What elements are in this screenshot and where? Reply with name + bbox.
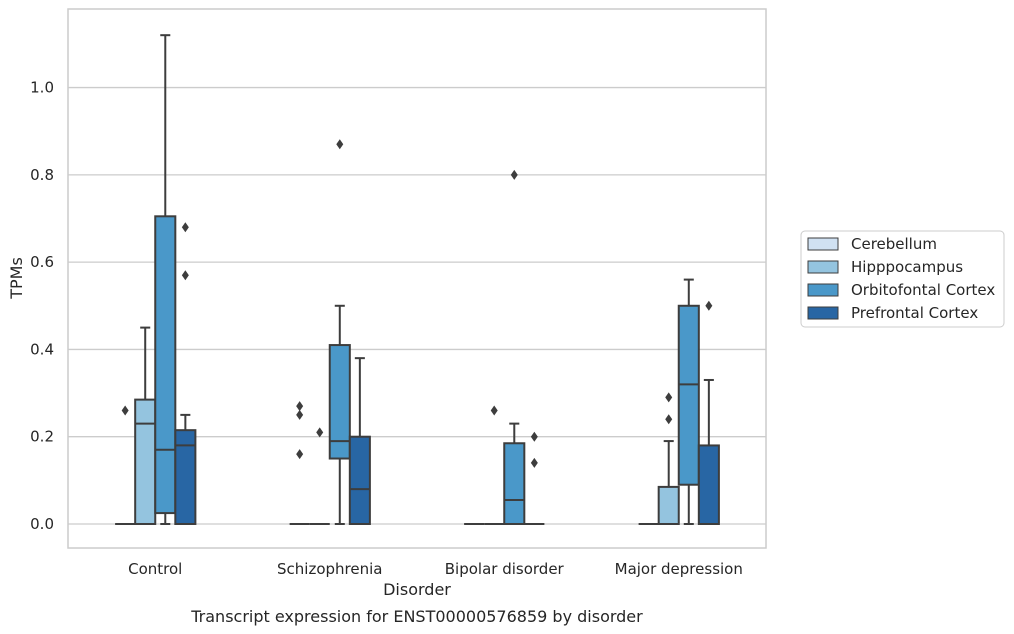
box-hipppocampus-3 — [657, 392, 680, 525]
x-tick-label: Bipolar disorder — [445, 560, 565, 578]
outlier-point — [296, 401, 304, 412]
y-tick-label: 0.4 — [30, 340, 54, 358]
outlier-point — [665, 414, 673, 425]
box-body — [134, 398, 157, 525]
box-hipppocampus-0 — [134, 326, 157, 525]
box-body — [348, 435, 371, 525]
box-orbitofontal-cortex-3 — [677, 278, 700, 525]
outlier-point — [296, 409, 304, 420]
x-tick-label: Schizophrenia — [277, 560, 382, 578]
box-orbitofontal-cortex-0 — [154, 34, 177, 525]
x-axis-ticks: Control Schizophrenia Bipolar disorder Majo… — [128, 560, 743, 578]
box-prefrontal-cortex-0 — [174, 222, 197, 525]
figure-caption: Transcript expression for ENST0000057685… — [190, 607, 643, 626]
box-orbitofontal-cortex-2 — [503, 169, 526, 525]
box-cerebellum-0 — [115, 405, 136, 525]
box-prefrontal-cortex-3 — [697, 300, 720, 525]
legend-swatch — [807, 306, 839, 320]
outlier-point — [665, 392, 673, 403]
outlier-point — [705, 300, 713, 311]
legend-label: Orbitofontal Cortex — [851, 281, 995, 299]
box-body — [697, 444, 720, 525]
outlier-point — [510, 169, 518, 180]
outlier-point — [296, 449, 304, 460]
box-cerebellum-1 — [289, 401, 310, 525]
y-tick-label: 0.8 — [30, 166, 54, 184]
box-body — [657, 485, 680, 525]
legend: Cerebellum Hipppocampus Orbitofontal Corte… — [800, 230, 1005, 328]
outlier-point — [530, 431, 538, 442]
outlier-point — [121, 405, 129, 416]
box-body — [677, 304, 700, 486]
box-body — [328, 344, 351, 460]
y-tick-label: 0.2 — [30, 428, 54, 446]
legend-swatch — [807, 260, 839, 274]
box-hipppocampus-1 — [309, 427, 330, 525]
outlier-point — [316, 427, 324, 438]
legend-swatch — [807, 283, 839, 297]
box-body — [154, 215, 177, 515]
y-axis-label: TPMs — [7, 257, 26, 300]
legend-label: Hipppocampus — [851, 258, 963, 276]
y-tick-label: 0.6 — [30, 253, 54, 271]
box-body — [503, 442, 526, 525]
x-axis-label: Disorder — [383, 580, 451, 599]
x-tick-label: Control — [128, 560, 182, 578]
outlier-point — [181, 270, 189, 281]
outlier-point — [181, 222, 189, 233]
x-tick-label: Major depression — [615, 560, 743, 578]
box-prefrontal-cortex-2 — [524, 431, 545, 525]
legend-label: Cerebellum — [851, 235, 937, 253]
box-hipppocampus-2 — [484, 405, 505, 525]
legend-frame — [800, 230, 1005, 328]
outlier-point — [490, 405, 498, 416]
legend-label: Prefrontal Cortex — [851, 304, 978, 322]
boxes — [115, 34, 720, 525]
box-body — [174, 429, 197, 525]
y-axis-ticks: 0.0 0.2 0.4 0.6 0.8 1.0 — [30, 79, 54, 533]
legend-swatch — [807, 237, 839, 251]
y-tick-label: 1.0 — [30, 79, 54, 97]
y-tick-label: 0.0 — [30, 515, 54, 533]
outlier-point — [336, 139, 344, 150]
outlier-point — [530, 457, 538, 468]
box-prefrontal-cortex-1 — [348, 357, 371, 525]
box-orbitofontal-cortex-1 — [328, 139, 351, 525]
